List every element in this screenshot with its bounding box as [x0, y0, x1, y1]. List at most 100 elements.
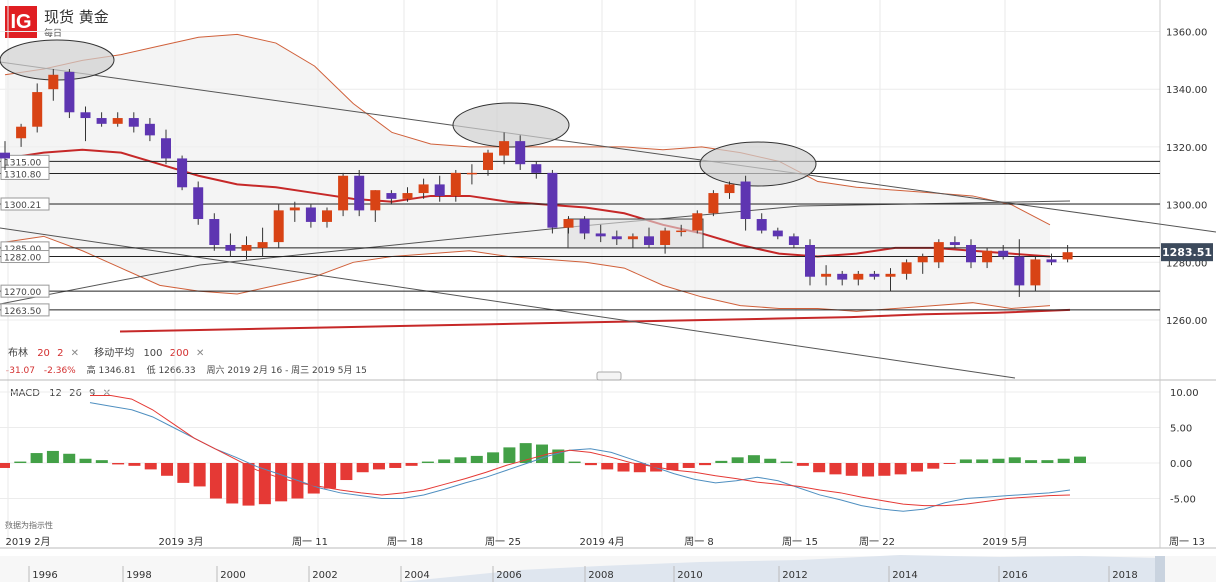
macd-histogram-bar: [372, 463, 385, 470]
candle-body: [885, 273, 896, 277]
macd-histogram-bar: [633, 463, 646, 473]
candle-body: [305, 207, 316, 222]
boll-label: 布林: [8, 348, 28, 359]
candle-body: [32, 92, 43, 127]
highlight-ellipse: [699, 141, 817, 187]
ma-period-1[interactable]: 100: [143, 348, 163, 359]
macd-histogram-bar: [1025, 460, 1038, 463]
stats-bar: -31.07 -2.36% 高 1346.81 低 1266.33 周六 201…: [6, 363, 367, 376]
level-tag: [0, 250, 50, 264]
candle-body: [418, 184, 429, 194]
candle-body: [161, 138, 171, 159]
y-tick-label: 1340.00: [1166, 85, 1207, 96]
y-tick-label: 1260.00: [1166, 316, 1207, 327]
macd-slow[interactable]: 26: [69, 388, 82, 399]
macd-histogram-bar: [503, 447, 516, 463]
macd-fast[interactable]: 12: [49, 388, 62, 399]
level-label: 1263.50: [4, 307, 41, 317]
ma-label: 移动平均: [94, 348, 135, 359]
candle-body: [483, 152, 493, 170]
macd-legend: MACD 12 26 9 ✕: [10, 388, 111, 399]
macd-histogram-bar: [764, 458, 777, 463]
x-tick-label: 2019 3月: [159, 536, 204, 548]
candle-body: [611, 236, 622, 240]
macd-histogram-bar: [144, 463, 157, 470]
macd-histogram-bar: [421, 461, 434, 463]
candle-body: [386, 193, 397, 199]
period-label: 每日: [44, 29, 63, 39]
level-label: 1270.00: [4, 288, 41, 298]
x-tick-label: 周一 18: [387, 536, 423, 548]
candle-body: [177, 158, 188, 188]
navigator-year-label: 2000: [220, 570, 245, 581]
macd-histogram-bar: [340, 463, 353, 481]
candle-body: [1046, 259, 1057, 263]
candle-body: [0, 152, 10, 159]
navigator-year-label: 2006: [496, 570, 521, 581]
boll-period[interactable]: 20: [37, 348, 50, 359]
macd-histogram-bar: [894, 463, 907, 475]
macd-histogram-bar: [682, 463, 695, 468]
candle-body: [724, 184, 735, 194]
candle-body: [531, 164, 542, 173]
boll-dev[interactable]: 2: [57, 348, 64, 359]
ma-period-2[interactable]: 200: [169, 348, 189, 359]
macd-histogram-bar: [813, 463, 826, 473]
macd-histogram-bar: [943, 463, 956, 464]
macd-histogram-bar: [731, 457, 744, 463]
navigator-year-label: 2012: [782, 570, 807, 581]
x-tick-label: 周一 8: [684, 536, 714, 548]
close-icon[interactable]: ✕: [70, 348, 80, 359]
moving-average-line: [119, 308, 1071, 333]
macd-histogram-bar: [275, 463, 288, 502]
candle-body: [289, 207, 300, 211]
y-tick-label: 1300.00: [1166, 201, 1207, 212]
macd-histogram-bar: [324, 463, 337, 489]
level-tag: [0, 197, 50, 211]
close-icon[interactable]: ✕: [102, 388, 111, 399]
candle-body: [273, 210, 284, 243]
close-icon[interactable]: ✕: [196, 348, 205, 359]
x-tick-label: 周一 13: [1169, 536, 1205, 548]
candle-body: [1062, 252, 1073, 260]
macd-tick-label: -5.00: [1170, 495, 1196, 506]
macd-histogram-bar: [30, 453, 43, 463]
change-percent: -2.36%: [43, 366, 76, 376]
macd-histogram-bar: [14, 461, 27, 463]
ig-logo: IG: [5, 6, 37, 38]
macd-histogram-bar: [161, 463, 174, 476]
level-tag: [0, 284, 50, 298]
candle-body: [466, 172, 477, 175]
x-tick-label: 周一 25: [485, 536, 521, 548]
highlight-ellipse: [0, 39, 115, 81]
navigator-year-label: 2004: [404, 570, 429, 581]
macd-signal[interactable]: 9: [89, 388, 96, 399]
macd-histogram-bar: [617, 463, 630, 472]
macd-histogram-bar: [715, 460, 728, 463]
macd-histogram-bar: [796, 463, 809, 466]
level-tag: [0, 303, 50, 317]
high-value: 高 1346.81: [86, 366, 136, 376]
bollinger-band-fill: [5, 34, 1050, 312]
macd-histogram-bar: [910, 463, 923, 472]
macd-histogram-bar: [959, 459, 972, 463]
candle-body: [772, 230, 783, 237]
navigator-year-label: 2010: [677, 570, 702, 581]
macd-histogram-bar: [95, 460, 108, 463]
candle-body: [257, 242, 268, 248]
candle-body: [515, 141, 526, 165]
candle-body: [595, 233, 606, 237]
navigator-year-label: 2016: [1002, 570, 1027, 581]
candle-body: [949, 242, 960, 245]
macd-histogram-bar: [845, 463, 858, 476]
macd-histogram-bar: [454, 457, 467, 463]
macd-histogram-bar: [487, 452, 500, 463]
macd-histogram-bar: [356, 463, 369, 473]
navigator-year-label: 2014: [892, 570, 917, 581]
macd-histogram-bar: [584, 463, 597, 466]
candle-body: [64, 71, 75, 113]
candle-body: [547, 172, 558, 228]
y-tick-label: 1320.00: [1166, 143, 1207, 154]
candle-body: [112, 118, 123, 124]
